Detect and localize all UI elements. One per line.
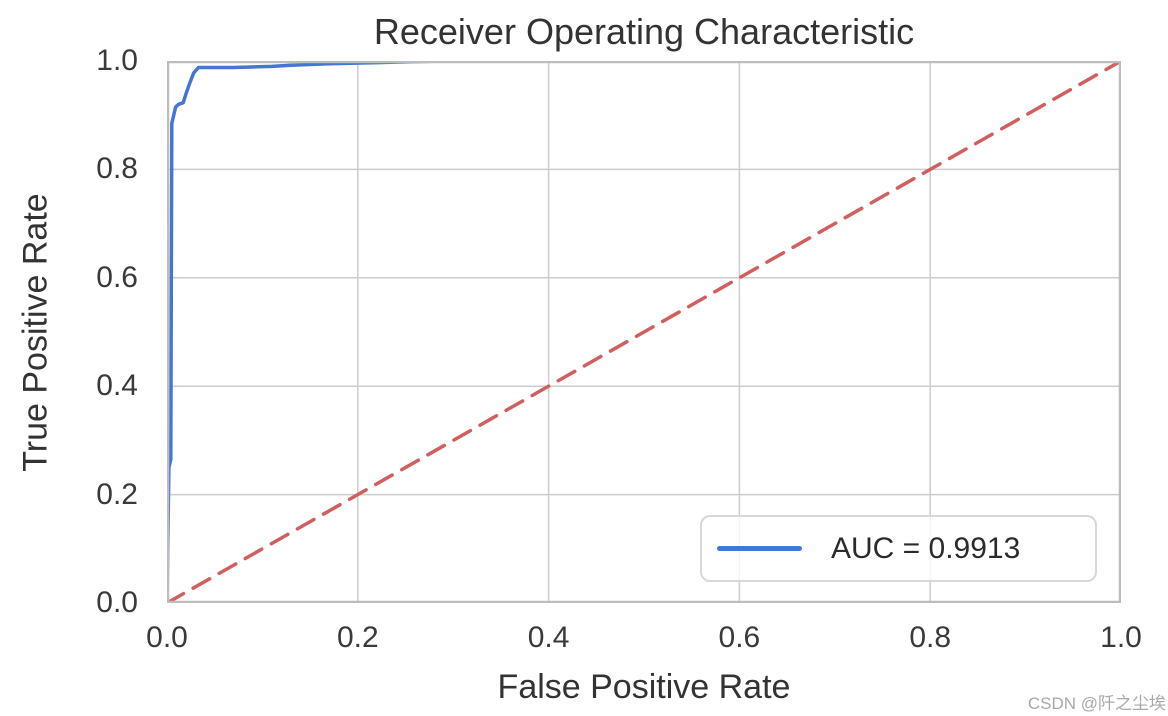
chart-title: Receiver Operating Characteristic (373, 11, 915, 52)
watermark: CSDN @阡之尘埃 (1027, 694, 1166, 713)
x-tick-label: 1.0 (1100, 621, 1142, 654)
y-tick-label: 0.6 (96, 260, 138, 294)
y-tick-label: 0.0 (96, 586, 138, 619)
x-tick-label: 0.0 (146, 621, 188, 654)
x-tick-label: 0.6 (718, 621, 761, 654)
plot-svg (167, 61, 1121, 603)
y-tick-label: 0.2 (96, 477, 138, 511)
x-tick-label: 0.2 (336, 621, 379, 654)
plot-area: AUC = 0.9913 (167, 61, 1121, 603)
y-tick-label: 1.0 (96, 44, 138, 77)
y-axis-label-wrap: True Positive Rate (6, 61, 66, 603)
legend: AUC = 0.9913 (700, 515, 1097, 582)
y-tick-label: 0.8 (96, 152, 138, 186)
y-tick-label: 0.4 (96, 369, 138, 403)
legend-label: AUC = 0.9913 (831, 531, 1021, 565)
legend-line-swatch (717, 546, 802, 551)
y-axis-label: True Positive Rate (16, 192, 55, 472)
x-tick-label: 0.8 (909, 621, 952, 654)
x-axis-label: False Positive Rate (497, 668, 791, 706)
x-tick-label: 0.4 (527, 621, 570, 654)
